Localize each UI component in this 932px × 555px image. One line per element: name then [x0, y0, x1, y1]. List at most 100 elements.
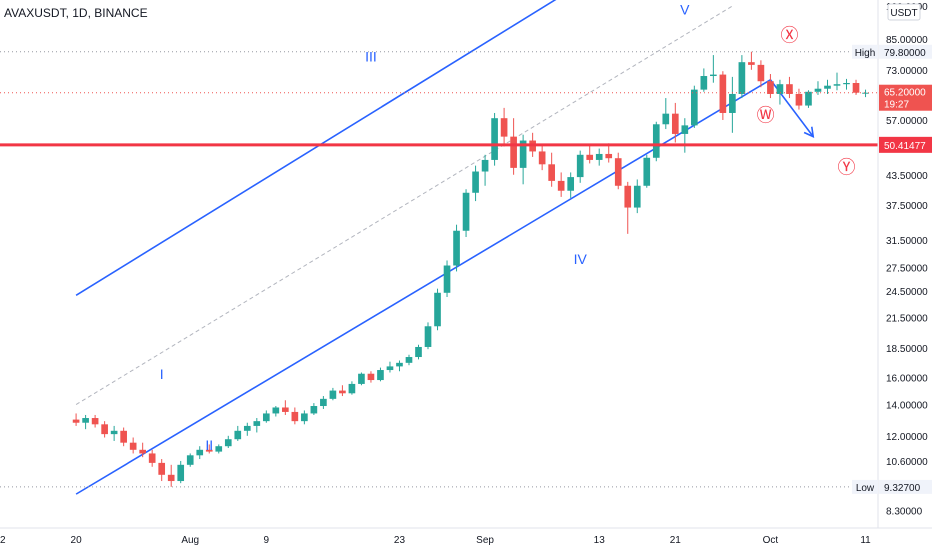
candle-body: [567, 177, 575, 191]
candle-body: [814, 88, 822, 92]
channel-lower-line: [75, 79, 771, 495]
candle: [196, 446, 204, 460]
candle: [272, 406, 280, 417]
candle: [462, 189, 470, 237]
candle-body: [500, 118, 508, 137]
candle-body: [329, 390, 337, 399]
candle-body: [415, 346, 422, 358]
candle: [377, 367, 384, 382]
candle: [148, 449, 156, 467]
candle: [396, 360, 403, 372]
candle-body: [748, 62, 755, 65]
candle-body: [186, 455, 194, 465]
price-tick-label: 21.50000: [886, 314, 928, 325]
candle: [567, 172, 575, 198]
channel-upper-line: [75, 0, 557, 296]
candle-body: [852, 83, 860, 93]
candle-body: [786, 84, 793, 94]
price-label: Low 9.32700: [852, 479, 932, 494]
candle: [671, 102, 679, 143]
candle: [548, 152, 555, 187]
candle-body: [824, 85, 831, 89]
level-price-value: 50.41477: [884, 141, 926, 152]
time-tick-label: 23: [394, 535, 406, 546]
price-axis[interactable]: 100.000085.0000073.0000057.0000043.50000…: [852, 0, 932, 550]
candle: [862, 89, 869, 98]
candle-body: [253, 421, 261, 426]
candle-body: [643, 157, 651, 186]
candle-body: [148, 453, 156, 463]
candle-body: [158, 462, 166, 475]
projection-arrow-head: [803, 126, 815, 138]
current-price-countdown: 19:27: [884, 100, 909, 111]
candle-body: [386, 366, 394, 371]
candle-body: [129, 442, 137, 450]
candle: [510, 118, 517, 175]
candle: [348, 381, 356, 395]
candle-body: [586, 154, 594, 160]
price-tick-label: 24.50000: [886, 287, 928, 298]
candle-body: [139, 449, 146, 454]
wave-label: I: [160, 366, 164, 382]
candles-layer: [72, 51, 869, 487]
candle-body: [614, 158, 622, 186]
candle: [586, 144, 594, 164]
price-label-tag-bg: [852, 479, 878, 494]
candle-body: [272, 407, 280, 414]
candle-body: [538, 151, 546, 165]
corrective-wave-label: Ⓦ: [757, 106, 775, 126]
corrective-wave-label: Ⓧ: [780, 25, 798, 45]
price-label-bg: [879, 44, 932, 59]
wave-label: II: [205, 437, 213, 453]
currency-badge[interactable]: USDT: [887, 3, 921, 21]
candle-body: [576, 154, 584, 178]
candle-body: [472, 171, 479, 193]
current-price-value: 65.20000: [884, 88, 926, 99]
candle: [186, 453, 194, 467]
candle-body: [91, 418, 99, 425]
candle: [101, 421, 108, 438]
candle-body: [167, 474, 175, 482]
candle: [329, 387, 337, 401]
candle-body: [757, 64, 765, 82]
time-tick-label: 12: [0, 535, 6, 546]
candle-body: [729, 93, 736, 113]
currency-badge-box: [887, 3, 921, 21]
candle-body: [243, 425, 251, 431]
candle: [262, 410, 270, 423]
candle-body: [82, 418, 89, 423]
candle: [519, 134, 527, 185]
candle: [424, 322, 432, 350]
candle-body: [710, 74, 717, 77]
candle: [691, 85, 698, 128]
candle: [139, 442, 146, 458]
candle-body: [101, 424, 108, 435]
time-axis[interactable]: 12 20 Aug 9 23 Sep 13 21 Oct 11: [0, 527, 932, 546]
time-tick-label: 20: [71, 535, 83, 546]
candle: [110, 425, 118, 441]
candle: [415, 344, 422, 360]
candle-body: [367, 373, 375, 381]
candle: [700, 68, 708, 92]
candle: [367, 371, 375, 383]
candle: [129, 437, 137, 454]
candle: [167, 464, 175, 487]
candle-body: [396, 362, 403, 367]
candle: [301, 410, 308, 425]
candle-body: [72, 419, 80, 423]
candle: [767, 74, 774, 99]
price-tick-label: 43.50000: [886, 171, 928, 182]
price-label-tag-bg: [852, 44, 878, 59]
time-tick-label: 9: [264, 535, 270, 546]
candle-body: [339, 390, 346, 394]
candle: [786, 76, 793, 99]
candle-body: [320, 398, 327, 407]
price-tick-label: 16.00000: [886, 373, 928, 384]
candle-body: [358, 373, 365, 384]
candle: [557, 172, 565, 197]
candle-body: [405, 357, 413, 363]
candle-body: [595, 153, 603, 160]
candle-body: [776, 84, 784, 94]
